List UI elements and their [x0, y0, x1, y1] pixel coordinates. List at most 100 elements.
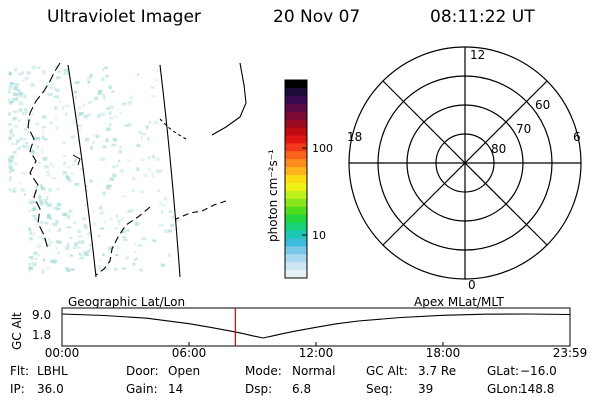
- emission-speck: [87, 80, 91, 84]
- emission-speck: [137, 243, 143, 247]
- colorbar-segment: [285, 206, 307, 216]
- emission-speck: [13, 161, 18, 166]
- emission-speck: [159, 224, 164, 227]
- emission-speck: [47, 93, 53, 96]
- emission-speck: [108, 246, 114, 249]
- emission-speck: [148, 120, 152, 124]
- emission-speck: [151, 94, 156, 97]
- mlt-label-12: 12: [470, 48, 485, 62]
- meridian-line: [67, 64, 97, 278]
- emission-speck: [9, 102, 12, 105]
- emission-speck: [94, 96, 99, 101]
- emission-speck: [119, 112, 122, 115]
- emission-speck: [87, 101, 93, 104]
- emission-speck: [67, 242, 70, 245]
- emission-speck: [43, 138, 48, 141]
- emission-speck: [72, 120, 76, 125]
- emission-speck: [41, 115, 47, 119]
- emission-speck: [46, 213, 51, 218]
- emission-speck: [104, 66, 108, 69]
- emission-speck: [76, 139, 80, 142]
- emission-speck: [25, 76, 29, 80]
- emission-speck: [70, 135, 76, 139]
- emission-speck: [9, 82, 15, 85]
- emission-speck: [100, 157, 106, 161]
- emission-speck: [140, 190, 144, 194]
- emission-speck: [62, 212, 67, 217]
- emission-speck: [133, 258, 136, 262]
- emission-speck: [161, 203, 166, 206]
- emission-speck: [28, 263, 32, 266]
- emission-speck: [15, 124, 19, 129]
- emission-speck: [114, 227, 119, 230]
- colorbar-segment: [285, 262, 307, 271]
- emission-speck: [56, 207, 61, 211]
- emission-speck: [40, 184, 43, 189]
- emission-speck: [109, 217, 113, 221]
- emission-speck: [121, 102, 126, 106]
- x-tick-label: 18:00: [426, 346, 461, 360]
- x-tick-label: 23:59: [553, 346, 588, 360]
- emission-speck: [59, 100, 62, 103]
- emission-speck: [99, 211, 104, 215]
- emission-speck: [32, 252, 37, 255]
- status-key: Flt:: [10, 364, 29, 378]
- emission-speck: [56, 76, 61, 80]
- emission-speck: [9, 101, 15, 104]
- emission-speck: [43, 86, 47, 89]
- emission-speck: [106, 127, 111, 131]
- emission-speck: [125, 256, 129, 260]
- status-key: GLat:: [487, 364, 520, 378]
- emission-speck: [52, 177, 57, 180]
- emission-speck: [105, 138, 109, 143]
- emission-speck: [18, 146, 21, 150]
- colorbar-segment: [285, 167, 307, 176]
- emission-speck: [29, 231, 32, 235]
- status-value: 36.0: [37, 382, 64, 396]
- emission-speck: [23, 107, 27, 112]
- emission-speck: [145, 126, 149, 130]
- emission-speck: [83, 251, 87, 255]
- coastline: [27, 62, 61, 250]
- emission-speck: [103, 96, 106, 100]
- emission-speck: [155, 157, 160, 161]
- emission-speck: [13, 87, 19, 91]
- emission-speck: [151, 175, 155, 178]
- emission-speck: [89, 244, 92, 247]
- emission-speck: [40, 149, 43, 153]
- emission-speck: [8, 170, 12, 174]
- emission-speck: [152, 239, 157, 242]
- emission-speck: [81, 217, 86, 221]
- emission-speck: [42, 116, 46, 119]
- emission-speck: [72, 246, 77, 249]
- emission-speck: [31, 258, 34, 261]
- emission-speck: [35, 137, 40, 141]
- emission-speck: [77, 235, 83, 238]
- emission-speck: [97, 92, 103, 96]
- colorbar-segment: [285, 214, 307, 224]
- mlt-label-18: 18: [347, 130, 362, 144]
- emission-speck: [21, 71, 24, 75]
- emission-speck: [59, 241, 62, 244]
- emission-speck: [77, 229, 81, 233]
- emission-speck: [79, 112, 84, 115]
- emission-speck: [147, 168, 151, 171]
- emission-speck: [45, 173, 51, 177]
- emission-speck: [174, 219, 179, 222]
- emission-speck: [45, 221, 49, 225]
- emission-speck: [102, 191, 106, 196]
- emission-speck: [104, 74, 107, 78]
- emission-speck: [92, 210, 96, 213]
- emission-speck: [65, 112, 68, 117]
- emission-speck: [8, 159, 13, 164]
- status-key: Dsp:: [245, 382, 273, 396]
- emission-speck: [85, 189, 89, 193]
- emission-speck: [54, 106, 58, 110]
- emission-speck: [41, 187, 46, 191]
- emission-speck: [109, 177, 115, 181]
- emission-speck: [18, 181, 21, 184]
- emission-speck: [16, 93, 20, 98]
- emission-speck: [43, 198, 48, 203]
- emission-speck: [125, 229, 130, 232]
- emission-speck: [77, 124, 82, 127]
